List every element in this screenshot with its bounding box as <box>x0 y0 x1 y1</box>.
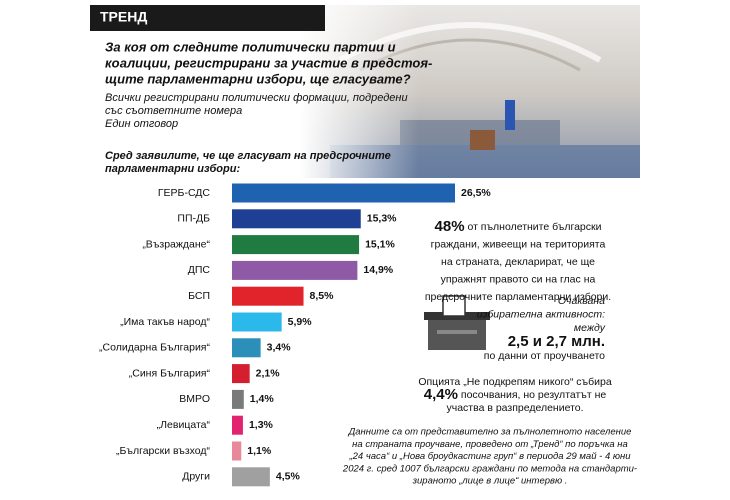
category-label: „Български възход“ <box>116 445 210 457</box>
bar <box>232 209 361 229</box>
value-label: 3,4% <box>267 342 292 354</box>
category-label: БСП <box>188 290 210 302</box>
header: ТРЕНД <box>100 9 147 25</box>
category-label: ДПС <box>188 264 211 276</box>
value-label: 15,1% <box>365 238 395 250</box>
category-label: „Има такъв народ“ <box>120 316 210 328</box>
category-label: ГЕРБ-СДС <box>158 187 211 199</box>
annotation: по данни от проучването <box>484 350 605 362</box>
category-label: ВМРО <box>179 393 210 405</box>
category-label: „Солидарна България“ <box>99 342 210 354</box>
bar <box>232 441 242 461</box>
annotation: участва в разпределението. <box>446 402 583 414</box>
bar <box>232 183 455 203</box>
bar <box>232 467 270 487</box>
value-label: 15,3% <box>367 213 397 225</box>
subtitle: Един отговор <box>105 118 178 130</box>
value-label: 4,5% <box>276 471 301 483</box>
title: За коя от следните политически партии и <box>105 39 396 54</box>
annotation: Опцията „Не подкрепям никого“ събира <box>418 376 612 388</box>
footnote: „24 часа“ и „Нова броудкастинг груп“ в п… <box>348 451 631 462</box>
annotation-number: 4,4% <box>424 386 458 403</box>
title: щите парламентарни избори, ще гласувате? <box>105 71 411 86</box>
bar <box>232 235 360 255</box>
annotation: предсрочните парламентарни избори. <box>425 291 611 303</box>
bar <box>232 338 261 358</box>
bar <box>232 415 243 435</box>
value-label: 8,5% <box>310 290 335 302</box>
footnote: на страната проучване, проведено от „Тре… <box>352 439 628 450</box>
value-label: 14,9% <box>363 264 393 276</box>
bar <box>232 312 282 332</box>
value-label: 1,4% <box>250 393 275 405</box>
footnote: Данните са от представително за пълнолет… <box>348 427 632 438</box>
value-label: 1,1% <box>247 445 272 457</box>
footnote: зираното „лице в лице“ интервю . <box>412 476 568 487</box>
annotation-text: посочвания, но резултатът не <box>458 389 606 401</box>
value-label: 26,5% <box>461 187 491 199</box>
bar <box>232 389 244 409</box>
annotation: 48% от пълнолетните български <box>435 218 602 235</box>
bar <box>232 260 358 280</box>
chart-label: парламентарни избори: <box>105 163 240 175</box>
annotation-number: 48% <box>435 218 465 235</box>
annotation-number: 2,5 и 2,7 млн. <box>508 333 605 350</box>
category-label: „Синя България“ <box>129 367 211 379</box>
value-label: 2,1% <box>256 367 281 379</box>
title: коалиции, регистрирани за участие в пред… <box>105 55 432 70</box>
bar <box>232 364 250 384</box>
ballot-icon <box>424 295 490 350</box>
subtitle: със съответните номера <box>105 105 242 117</box>
footnote: 2024 г. сред 1007 български граждани по … <box>342 463 637 474</box>
subtitle: Всички регистрирани политически формации… <box>105 92 408 104</box>
annotation: Очаквана <box>558 295 605 307</box>
annotation: избирателна активност: <box>477 308 605 320</box>
hall-image <box>300 5 640 178</box>
bar <box>232 286 304 306</box>
value-label: 5,9% <box>288 316 313 328</box>
category-label: Други <box>182 471 210 483</box>
annotation: упражнят правото си на глас на <box>441 273 596 285</box>
category-label: ПП-ДБ <box>177 213 210 225</box>
annotation-text: от пълнолетните български <box>465 221 602 233</box>
header-bar <box>90 5 325 31</box>
category-label: „Левицата“ <box>157 419 211 431</box>
chart-label: Сред заявилите, че ще гласуват на предср… <box>105 150 391 162</box>
category-label: „Възраждане“ <box>142 238 210 250</box>
annotation: между <box>574 322 606 334</box>
annotation: 4,4% посочвания, но резултатът не <box>424 386 607 403</box>
value-label: 1,3% <box>249 419 274 431</box>
annotation: граждани, живеещи на територията <box>431 238 606 250</box>
annotation: на страната, декларират, че ще <box>441 256 595 268</box>
